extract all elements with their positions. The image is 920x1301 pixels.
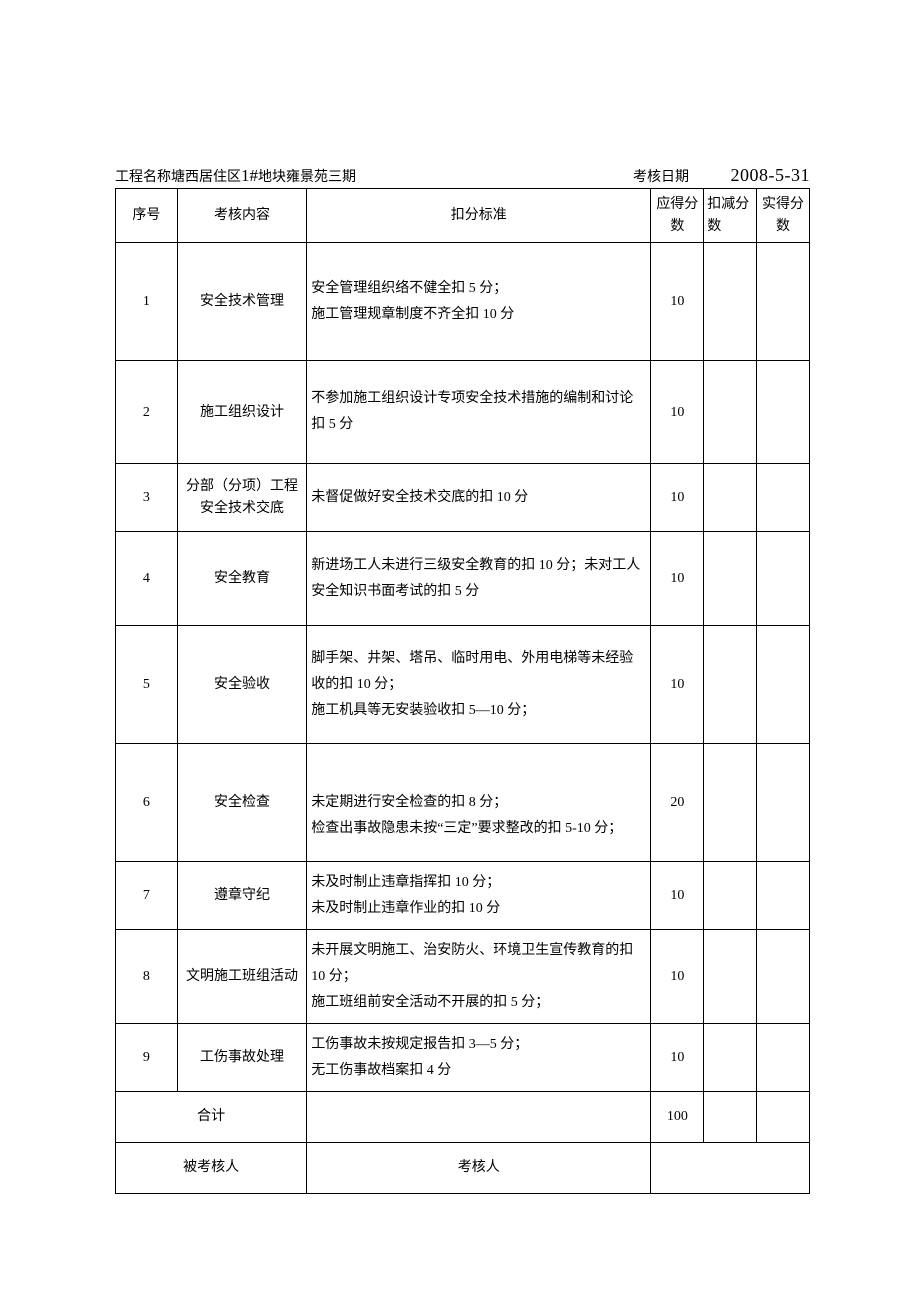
cell-actual	[757, 1024, 810, 1092]
cell-criteria: 工伤事故未按规定报告扣 3—5 分；无工伤事故档案扣 4 分	[307, 1024, 651, 1092]
total-label: 合计	[116, 1092, 307, 1143]
cell-seq: 5	[116, 626, 178, 744]
cell-criteria: 不参加施工组织设计专项安全技术措施的编制和讨论扣 5 分	[307, 361, 651, 464]
cell-item: 工伤事故处理	[177, 1024, 306, 1092]
cell-item: 遵章守纪	[177, 862, 306, 930]
cell-seq: 3	[116, 464, 178, 532]
cell-item: 安全验收	[177, 626, 306, 744]
cell-deduct	[704, 862, 757, 930]
cell-deduct	[704, 930, 757, 1024]
signature-blank	[651, 1143, 810, 1194]
cell-item: 分部（分项）工程安全技术交底	[177, 464, 306, 532]
cell-actual	[757, 532, 810, 626]
cell-item: 安全检查	[177, 744, 306, 862]
cell-item: 施工组织设计	[177, 361, 306, 464]
cell-criteria: 未定期进行安全检查的扣 8 分；检查出事故隐患未按“三定”要求整改的扣 5-10…	[307, 744, 651, 862]
cell-score: 10	[651, 243, 704, 361]
cell-criteria: 脚手架、井架、塔吊、临时用电、外用电梯等未经验收的扣 10 分；施工机具等无安装…	[307, 626, 651, 744]
table-row: 3分部（分项）工程安全技术交底未督促做好安全技术交底的扣 10 分10	[116, 464, 810, 532]
cell-item: 安全技术管理	[177, 243, 306, 361]
cell-deduct	[704, 626, 757, 744]
cell-actual	[757, 862, 810, 930]
cell-actual	[757, 361, 810, 464]
cell-criteria: 未开展文明施工、治安防火、环境卫生宣传教育的扣 10 分；施工班组前安全活动不开…	[307, 930, 651, 1024]
table-row: 1安全技术管理安全管理组织络不健全扣 5 分；施工管理规章制度不齐全扣 10 分…	[116, 243, 810, 361]
cell-score: 10	[651, 361, 704, 464]
th-seq: 序号	[116, 189, 178, 243]
th-score: 应得分数	[651, 189, 704, 243]
table-row: 7遵章守纪未及时制止违章指挥扣 10 分；未及时制止违章作业的扣 10 分10	[116, 862, 810, 930]
table-row: 4安全教育新进场工人未进行三级安全教育的扣 10 分；未对工人安全知识书面考试的…	[116, 532, 810, 626]
table-row: 5安全验收脚手架、井架、塔吊、临时用电、外用电梯等未经验收的扣 10 分；施工机…	[116, 626, 810, 744]
assessment-table: 序号 考核内容 扣分标准 应得分数 扣减分数 实得分数 1安全技术管理安全管理组…	[115, 188, 810, 1194]
header-left: 工程名称塘西居住区 1# 地块雍景苑三期	[115, 166, 356, 186]
th-actual: 实得分数	[757, 189, 810, 243]
table-row: 6安全检查未定期进行安全检查的扣 8 分；检查出事故隐患未按“三定”要求整改的扣…	[116, 744, 810, 862]
cell-score: 10	[651, 1024, 704, 1092]
cell-score: 10	[651, 532, 704, 626]
cell-deduct	[704, 532, 757, 626]
table-header-row: 序号 考核内容 扣分标准 应得分数 扣减分数 实得分数	[116, 189, 810, 243]
assessor-label: 考核人	[307, 1143, 651, 1194]
cell-item: 安全教育	[177, 532, 306, 626]
cell-seq: 6	[116, 744, 178, 862]
cell-criteria: 安全管理组织络不健全扣 5 分；施工管理规章制度不齐全扣 10 分	[307, 243, 651, 361]
cell-deduct	[704, 243, 757, 361]
cell-actual	[757, 930, 810, 1024]
cell-item: 文明施工班组活动	[177, 930, 306, 1024]
cell-criteria: 未督促做好安全技术交底的扣 10 分	[307, 464, 651, 532]
project-label: 工程名称塘西居住区	[115, 166, 241, 186]
total-deduct-blank	[704, 1092, 757, 1143]
cell-seq: 1	[116, 243, 178, 361]
plot-number: 1#	[241, 166, 258, 186]
date-label: 考核日期	[633, 170, 689, 185]
cell-actual	[757, 626, 810, 744]
cell-score: 10	[651, 930, 704, 1024]
project-suffix: 地块雍景苑三期	[258, 166, 356, 186]
cell-score: 20	[651, 744, 704, 862]
cell-score: 10	[651, 862, 704, 930]
cell-seq: 9	[116, 1024, 178, 1092]
total-row: 合计 100	[116, 1092, 810, 1143]
cell-deduct	[704, 361, 757, 464]
cell-criteria: 新进场工人未进行三级安全教育的扣 10 分；未对工人安全知识书面考试的扣 5 分	[307, 532, 651, 626]
cell-seq: 7	[116, 862, 178, 930]
cell-score: 10	[651, 626, 704, 744]
cell-deduct	[704, 1024, 757, 1092]
cell-seq: 4	[116, 532, 178, 626]
cell-criteria: 未及时制止违章指挥扣 10 分；未及时制止违章作业的扣 10 分	[307, 862, 651, 930]
th-criteria: 扣分标准	[307, 189, 651, 243]
cell-seq: 8	[116, 930, 178, 1024]
total-score: 100	[651, 1092, 704, 1143]
cell-seq: 2	[116, 361, 178, 464]
assessee-label: 被考核人	[116, 1143, 307, 1194]
table-row: 2施工组织设计不参加施工组织设计专项安全技术措施的编制和讨论扣 5 分10	[116, 361, 810, 464]
cell-actual	[757, 243, 810, 361]
th-deduct: 扣减分数	[704, 189, 757, 243]
cell-actual	[757, 744, 810, 862]
table-row: 9工伤事故处理工伤事故未按规定报告扣 3—5 分；无工伤事故档案扣 4 分10	[116, 1024, 810, 1092]
total-criteria-blank	[307, 1092, 651, 1143]
th-item: 考核内容	[177, 189, 306, 243]
total-actual-blank	[757, 1092, 810, 1143]
signature-row: 被考核人 考核人	[116, 1143, 810, 1194]
header-line: 工程名称塘西居住区 1# 地块雍景苑三期 考核日期 2008-5-31	[115, 165, 810, 186]
cell-deduct	[704, 464, 757, 532]
header-right: 考核日期 2008-5-31	[633, 165, 810, 186]
date-value: 2008-5-31	[731, 165, 811, 185]
table-row: 8文明施工班组活动未开展文明施工、治安防火、环境卫生宣传教育的扣 10 分；施工…	[116, 930, 810, 1024]
cell-actual	[757, 464, 810, 532]
cell-deduct	[704, 744, 757, 862]
cell-score: 10	[651, 464, 704, 532]
